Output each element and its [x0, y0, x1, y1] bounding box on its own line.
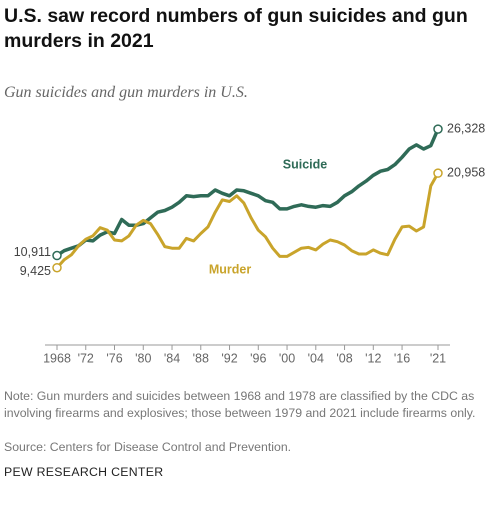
chart-subtitle: Gun suicides and gun murders in U.S.	[4, 84, 248, 101]
value-label: 9,425	[20, 264, 51, 278]
credit: PEW RESEARCH CENTER	[4, 465, 164, 479]
chart-title: U.S. saw record numbers of gun suicides …	[4, 5, 468, 52]
x-tick-label: '21	[430, 351, 446, 365]
series-line	[56, 128, 440, 257]
x-tick-label: '08	[336, 351, 352, 365]
x-tick-label: '76	[106, 351, 122, 365]
note: Note: Gun murders and suicides between 1…	[4, 389, 476, 420]
series-label: Suicide	[283, 157, 328, 171]
chart: 1968 '72 '76 '80 '84 '88 '92 '96 '00 '04 '08 '12 '16…	[14, 121, 486, 365]
x-tick-label: '00	[279, 351, 295, 365]
value-label: 20,958	[447, 165, 485, 179]
x-tick-label: '12	[365, 351, 381, 365]
x-tick-label: '72	[78, 351, 94, 365]
value-label: 26,328	[447, 121, 485, 135]
series-label: Murder	[209, 262, 252, 276]
x-tick-label: '84	[164, 351, 180, 365]
x-tick-label: '04	[308, 351, 324, 365]
x-tick-label: '88	[193, 351, 209, 365]
end-marker	[52, 262, 62, 273]
source: Source: Centers for Disease Control and …	[4, 440, 292, 454]
series-line	[55, 172, 440, 269]
end-marker	[52, 250, 62, 261]
value-label: 10,911	[14, 245, 51, 259]
x-tick-label: '96	[250, 351, 266, 365]
end-marker	[433, 124, 443, 134]
x-tick-label: '80	[135, 351, 151, 365]
x-tick-label: 1968	[43, 351, 71, 365]
x-tick-label: '92	[221, 351, 237, 365]
x-tick-label: '16	[394, 351, 410, 365]
end-marker	[433, 168, 443, 178]
